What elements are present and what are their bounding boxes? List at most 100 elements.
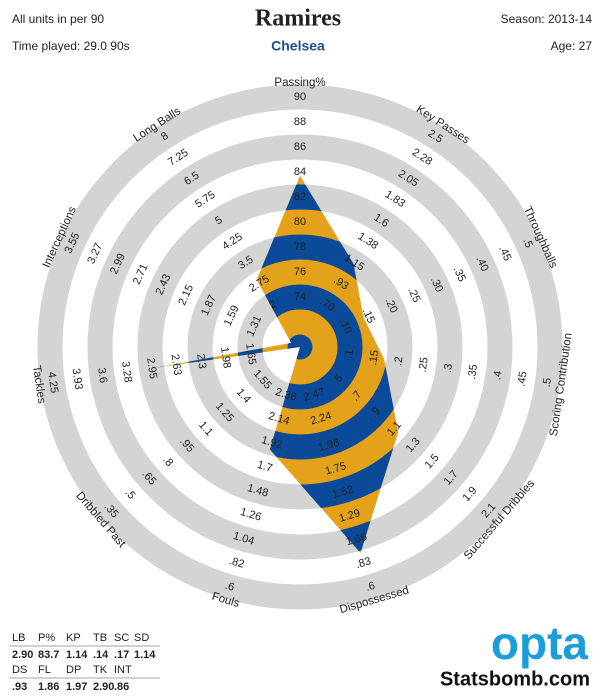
tick-label: 5 bbox=[213, 214, 225, 227]
table-value: 2.90 bbox=[12, 649, 33, 661]
tick-label: 86 bbox=[294, 141, 306, 153]
tick-label: 84 bbox=[294, 166, 306, 178]
tick-label: 1.65 bbox=[243, 343, 258, 366]
tick-label: .83 bbox=[354, 555, 372, 571]
axis-label: Tackles bbox=[30, 365, 47, 405]
tick-label: 1.7 bbox=[256, 459, 274, 475]
tick-label: .5 bbox=[541, 377, 554, 388]
logo: opta bbox=[491, 617, 589, 669]
tick-label: 3.93 bbox=[70, 368, 85, 391]
tick-label: 1.29 bbox=[338, 507, 362, 525]
tick-label: 2.71 bbox=[131, 262, 151, 286]
tick-label: .25 bbox=[417, 356, 431, 373]
tick-label: .30 bbox=[428, 275, 445, 294]
tick-label: 1.98 bbox=[218, 346, 233, 369]
tick-label: 8 bbox=[159, 130, 171, 143]
table-value: 83.7 bbox=[38, 649, 59, 661]
tick-label: 1.1 bbox=[196, 419, 215, 438]
tick-label: 3.28 bbox=[119, 360, 134, 383]
table-value: 2.90 bbox=[93, 681, 114, 693]
band bbox=[287, 334, 313, 360]
tick-label: .15 bbox=[367, 349, 381, 366]
tick-label: 2.47 bbox=[302, 386, 326, 404]
axis-label: Passing% bbox=[274, 77, 325, 89]
tick-label: .35 bbox=[451, 265, 468, 284]
table-value: .14 bbox=[93, 649, 109, 661]
tick-label: 2 bbox=[267, 298, 279, 311]
tick-label: 90 bbox=[294, 91, 306, 103]
table-value: .17 bbox=[114, 649, 129, 661]
tick-label: 82 bbox=[294, 191, 306, 203]
table-value: 1.14 bbox=[134, 649, 156, 661]
tick-label: .10 bbox=[337, 317, 354, 336]
tick-label: 76 bbox=[294, 266, 306, 278]
tick-label: 1.59 bbox=[222, 304, 242, 328]
tick-label: 2.28 bbox=[410, 146, 435, 168]
chart-subtitle: Chelsea bbox=[271, 38, 325, 54]
table-value: .86 bbox=[114, 681, 129, 693]
tick-label: .40 bbox=[473, 254, 490, 273]
tick-label: 2.3 bbox=[194, 353, 208, 370]
tick-label: 1.83 bbox=[383, 188, 408, 210]
tick-label: .45 bbox=[516, 371, 530, 388]
tick-label: .6 bbox=[364, 580, 376, 594]
table-header: TB bbox=[93, 632, 107, 644]
chart-title: Ramires bbox=[255, 6, 341, 32]
site: Statsbomb.com bbox=[440, 668, 590, 690]
season: Season: 2013-14 bbox=[501, 12, 593, 26]
tick-label: .15 bbox=[360, 306, 377, 325]
tick-label: 1.75 bbox=[324, 460, 348, 478]
tick-label: 1.06 bbox=[345, 531, 369, 549]
tick-label: .20 bbox=[382, 296, 399, 315]
tick-label: 2.36 bbox=[274, 386, 298, 404]
tick-label: .3 bbox=[442, 363, 455, 374]
table-header: SD bbox=[134, 632, 149, 644]
tick-label: .5 bbox=[520, 236, 535, 249]
tick-label: 7.25 bbox=[166, 147, 191, 169]
table-header: KP bbox=[66, 632, 81, 644]
tick-label: 1.52 bbox=[331, 484, 355, 502]
radar-area bbox=[155, 175, 399, 553]
table-value: 1.14 bbox=[66, 649, 88, 661]
tick-label: 1.26 bbox=[239, 506, 263, 524]
table-header: LB bbox=[12, 632, 25, 644]
tick-label: 88 bbox=[294, 116, 306, 128]
tick-label: .1 bbox=[343, 349, 356, 360]
tick-label: .2 bbox=[392, 356, 405, 367]
table-value: .93 bbox=[12, 681, 27, 693]
tick-label: .45 bbox=[496, 244, 513, 263]
tick-label: 3.6 bbox=[95, 367, 109, 384]
tick-label: 1.38 bbox=[356, 230, 381, 252]
tick-label: .35 bbox=[466, 363, 480, 380]
tick-label: .4 bbox=[491, 370, 504, 381]
tick-label: 1.98 bbox=[317, 437, 341, 455]
tick-label: 80 bbox=[294, 216, 306, 228]
tick-label: 2.95 bbox=[144, 357, 159, 380]
tick-label: .5 bbox=[122, 487, 137, 502]
table-header: DP bbox=[66, 664, 81, 676]
tick-label: .6 bbox=[223, 580, 235, 594]
tick-label: 2.14 bbox=[267, 410, 291, 428]
tick-label: .8 bbox=[160, 454, 175, 469]
table-header: INT bbox=[114, 664, 132, 676]
tick-label: 4.25 bbox=[45, 371, 60, 394]
tick-label: 3.27 bbox=[85, 241, 105, 265]
ring bbox=[37, 84, 563, 610]
tick-label: 1.4 bbox=[234, 386, 253, 405]
tick-label: 1.48 bbox=[246, 482, 270, 500]
table-value: 1.97 bbox=[66, 681, 87, 693]
table-header: SC bbox=[114, 632, 129, 644]
time-played: Time played: 29.0 90s bbox=[12, 39, 130, 53]
age: Age: 27 bbox=[551, 39, 593, 53]
table-value: 1.86 bbox=[38, 681, 59, 693]
tick-label: 1.04 bbox=[232, 530, 256, 548]
units-note: All units in per 90 bbox=[12, 12, 104, 26]
tick-label: 4.25 bbox=[220, 231, 245, 253]
tick-label: 2.15 bbox=[176, 283, 196, 307]
tick-label: 2.24 bbox=[309, 410, 333, 428]
table-header: TK bbox=[93, 664, 108, 676]
tick-label: 78 bbox=[294, 241, 306, 253]
table-header: P% bbox=[38, 632, 55, 644]
ring bbox=[87, 134, 513, 560]
